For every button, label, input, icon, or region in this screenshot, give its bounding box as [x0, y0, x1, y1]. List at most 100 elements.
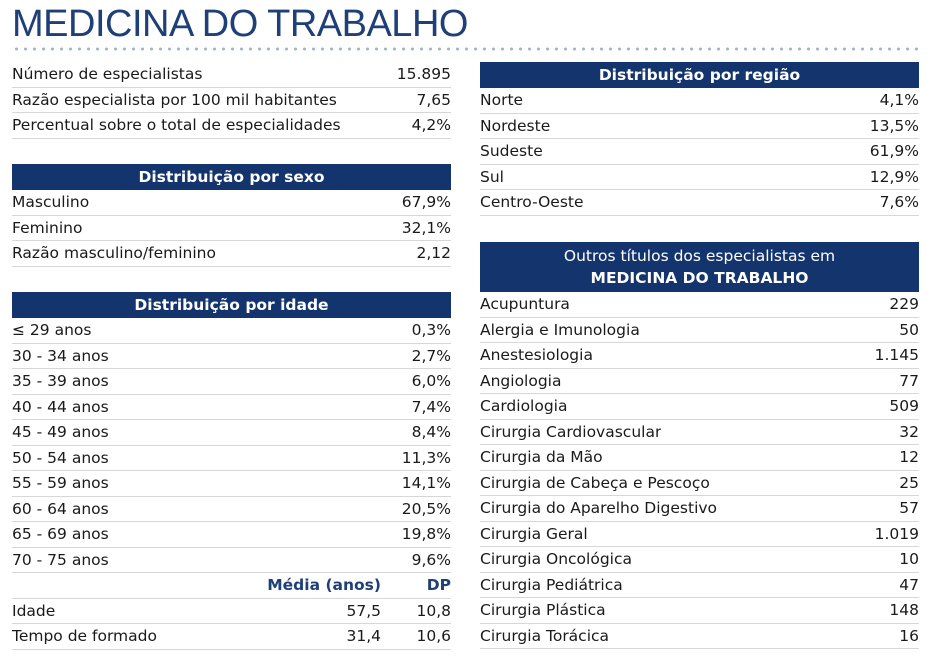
dotted-divider	[12, 47, 920, 51]
row-value: 47	[899, 575, 919, 594]
stats-row: Tempo de formado 31,4 10,6	[12, 624, 451, 650]
table-row: Alergia e Imunologia 50	[480, 318, 919, 343]
table-row: 55 - 59 anos 14,1%	[12, 471, 451, 497]
row-value: 1.019	[874, 524, 919, 543]
row-label: Norte	[480, 91, 524, 110]
row-label: Nordeste	[480, 116, 551, 135]
table-row: Cirurgia Oncológica 10	[480, 547, 919, 573]
row-value: 61,9%	[869, 142, 919, 161]
row-value: 19,8%	[401, 525, 451, 544]
row-label: Cirurgia Torácica	[480, 626, 610, 645]
row-value: 229	[889, 295, 919, 314]
table-row: 45 - 49 anos 8,4%	[12, 420, 451, 446]
row-label: Cirurgia Plástica	[480, 601, 606, 620]
row-value: 12,9%	[869, 167, 919, 186]
row-label: 50 - 54 anos	[12, 448, 109, 467]
row-label: Acupuntura	[480, 295, 570, 314]
row-label: 30 - 34 anos	[12, 346, 109, 365]
row-label: Masculino	[12, 193, 90, 212]
sd-column-header: DP	[426, 576, 451, 595]
table-row: Feminino 32,1%	[12, 216, 451, 241]
other-titles-table: Outros títulos dos especialistas em MEDI…	[480, 242, 919, 649]
table-row: Cirurgia Plástica 148	[480, 598, 919, 624]
row-label: 45 - 49 anos	[12, 423, 109, 442]
table-row: Cirurgia Geral 1.019	[480, 522, 919, 547]
table-row: Cirurgia Torácica 16	[480, 624, 919, 649]
mean-value: 57,5	[346, 601, 381, 620]
mean-column-header: Média (anos)	[267, 576, 381, 595]
row-label: Tempo de formado	[12, 627, 157, 646]
row-value: 148	[889, 601, 919, 620]
table-row: 40 - 44 anos 7,4%	[12, 395, 451, 420]
table-row: Cirurgia da Mão 12	[480, 445, 919, 471]
row-value: 11,3%	[401, 448, 451, 467]
table-row: Anestesiologia 1.145	[480, 343, 919, 369]
row-label: Angiologia	[480, 371, 562, 390]
row-label: Cirurgia da Mão	[480, 448, 603, 467]
row-value: 7,4%	[411, 397, 451, 416]
row-value: 7,6%	[879, 193, 919, 212]
table-row: 70 - 75 anos 9,6%	[12, 548, 451, 573]
table-row: 60 - 64 anos 20,5%	[12, 497, 451, 522]
row-label: Razão masculino/feminino	[12, 244, 216, 263]
stats-header: Média (anos) DP	[12, 573, 451, 599]
row-value: 32,1%	[401, 218, 451, 237]
page-title: MEDICINA DO TRABALHO	[12, 3, 468, 45]
row-label: Feminino	[12, 218, 83, 237]
row-label: Cirurgia de Cabeça e Pescoço	[480, 473, 710, 492]
row-value: 0,3%	[411, 321, 451, 340]
table-row: Angiologia 77	[480, 369, 919, 394]
table-row: Sudeste 61,9%	[480, 139, 919, 165]
row-value: 1.145	[874, 346, 919, 365]
table-row: 65 - 69 anos 19,8%	[12, 522, 451, 548]
row-label: Cirurgia Pediátrica	[480, 575, 623, 594]
row-label: Número de especialistas	[12, 65, 203, 84]
row-label: Cirurgia Cardiovascular	[480, 422, 662, 441]
row-label: 55 - 59 anos	[12, 474, 109, 493]
summary-row: Razão especialista por 100 mil habitante…	[12, 88, 451, 113]
row-label: Cirurgia Oncológica	[480, 550, 632, 569]
row-label: Cirurgia Geral	[480, 524, 588, 543]
row-value: 15.895	[396, 65, 451, 84]
row-label: 40 - 44 anos	[12, 397, 109, 416]
row-label: Idade	[12, 601, 56, 620]
region-distribution-table: Distribuição por região Norte 4,1% Nordes…	[480, 62, 919, 216]
row-value: 10	[899, 550, 919, 569]
row-label: Alergia e Imunologia	[480, 320, 640, 339]
row-label: Centro-Oeste	[480, 193, 584, 212]
other-titles-header-line1: Outros títulos dos especialistas em	[563, 247, 836, 265]
row-label: 65 - 69 anos	[12, 525, 109, 544]
row-value: 2,7%	[411, 346, 451, 365]
table-row: Cirurgia Pediátrica 47	[480, 573, 919, 598]
row-value: 4,1%	[879, 91, 919, 110]
row-label: Cardiologia	[480, 397, 568, 416]
table-row: Centro-Oeste 7,6%	[480, 190, 919, 216]
other-titles-header-line2: MEDICINA DO TRABALHO	[590, 269, 809, 287]
row-value: 9,6%	[411, 550, 451, 569]
row-value: 7,65	[416, 90, 451, 109]
row-label: Percentual sobre o total de especialidad…	[12, 116, 341, 135]
table-row: Cirurgia Cardiovascular 32	[480, 420, 919, 445]
table-row: Norte 4,1%	[480, 88, 919, 114]
row-value: 20,5%	[401, 499, 451, 518]
row-value: 2,12	[416, 244, 451, 263]
table-row: ≤ 29 anos 0,3%	[12, 318, 451, 344]
row-value: 50	[899, 320, 919, 339]
row-label: ≤ 29 anos	[12, 321, 92, 340]
row-value: 13,5%	[869, 116, 919, 135]
row-value: 509	[889, 397, 919, 416]
table-row: 35 - 39 anos 6,0%	[12, 369, 451, 395]
row-value: 12	[899, 448, 919, 467]
sex-distribution-header: Distribuição por sexo	[12, 164, 451, 190]
row-value: 25	[899, 473, 919, 492]
table-row: Masculino 67,9%	[12, 190, 451, 216]
summary-table: Número de especialistas 15.895 Razão espe…	[12, 62, 451, 139]
row-value: 67,9%	[401, 193, 451, 212]
table-row: Cardiologia 509	[480, 394, 919, 420]
row-label: 70 - 75 anos	[12, 550, 109, 569]
age-distribution-table: Distribuição por idade ≤ 29 anos 0,3% 30 …	[12, 292, 451, 650]
table-row: Cirurgia de Cabeça e Pescoço 25	[480, 471, 919, 496]
mean-value: 31,4	[346, 627, 381, 646]
row-label: Sul	[480, 167, 504, 186]
row-label: 35 - 39 anos	[12, 372, 109, 391]
